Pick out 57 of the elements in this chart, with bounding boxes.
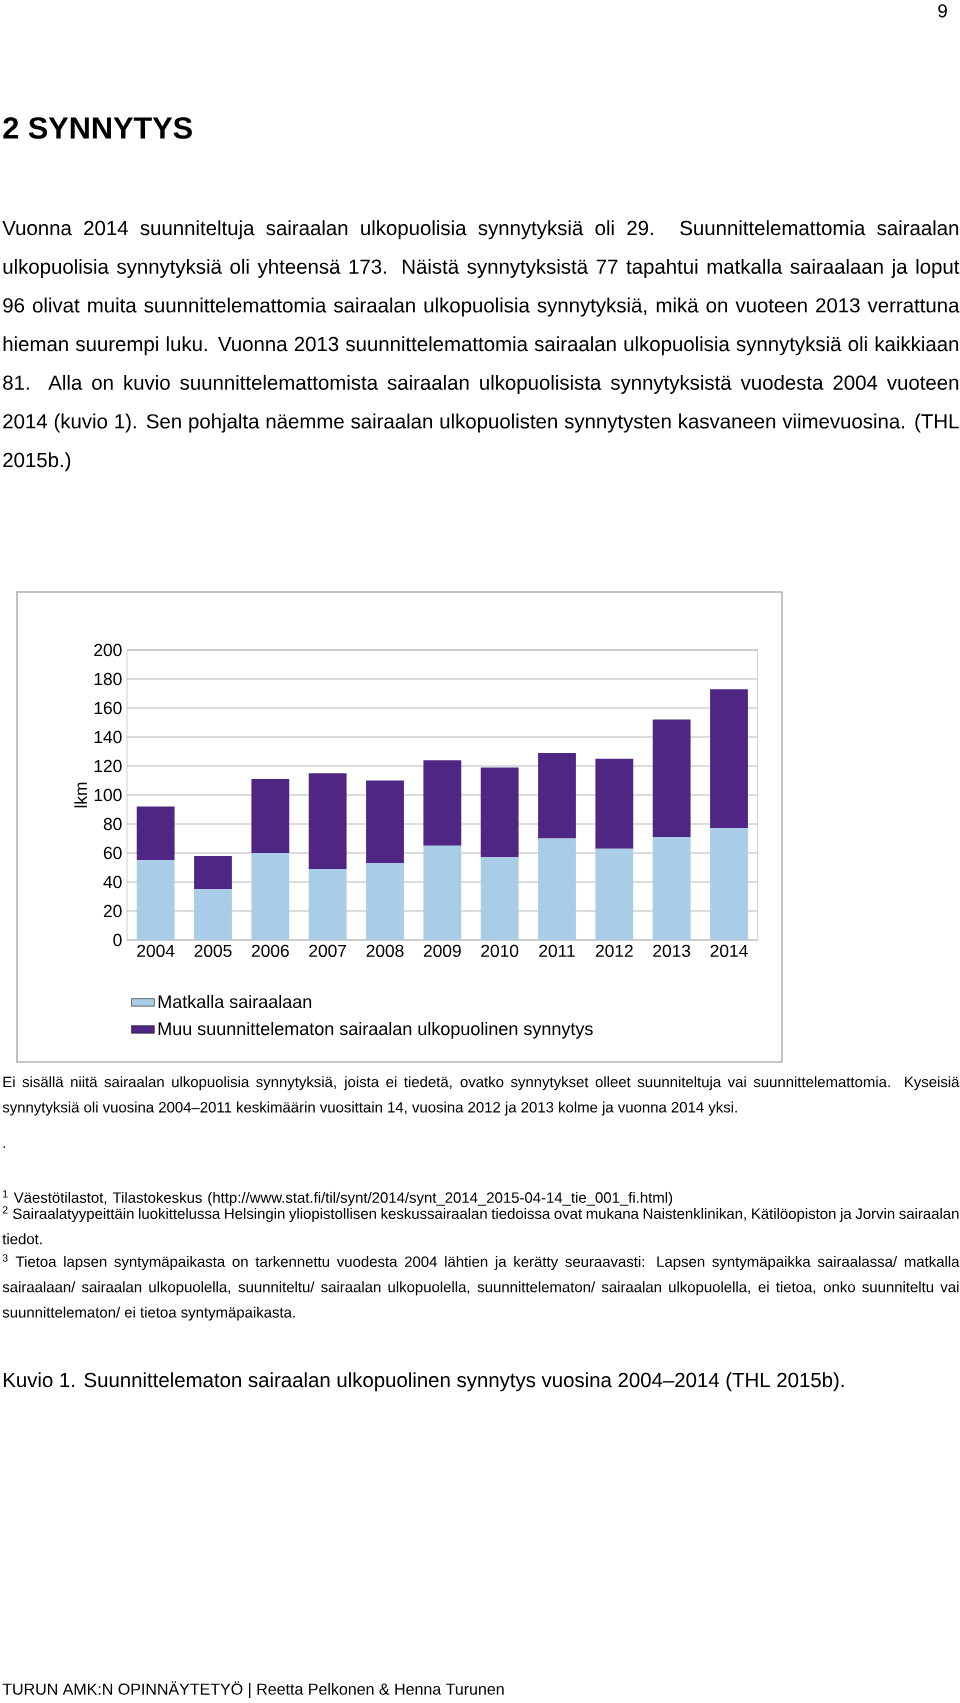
text: TURUN AMK:N OPINNÄYTETYÖ | Reetta Pelkonen & Henna Turunen	[2, 1681, 504, 1699]
bar	[538, 752, 576, 839]
bar	[366, 863, 404, 940]
bar	[194, 889, 232, 940]
bar	[595, 758, 634, 849]
legend-label: Matkalla sairaalaan	[158, 994, 312, 1009]
bar	[308, 773, 347, 869]
text: $^{3}$ Tietoa lapsen syntymäpaikasta on tarkennettu vuodesta 2004 lähtien ja kerätty seuraavasti: Lapsen syntymäpaikka sairaalassa/ matkalla sairaalaan/ sairaalan ulkopuolella, suunniteltu/ sairaalan ulkopuolella, suunnittelematon/ sairaalan ulkopuolella, ei tietoa, onko suunniteltu vai suunnittelematon/ ei tietoa syntymäpaikasta.	[2, 1254, 960, 1321]
text: Kuvio 1. Suunnittelematon sairaalan ulkopuolinen synnytys vuosina 2004–2014 (THL 2015b).	[3, 1372, 844, 1392]
x-tick-label: 2007	[309, 944, 347, 957]
x-tick-label: 2008	[366, 944, 404, 957]
bar	[710, 828, 748, 940]
y-tick-label: 180	[94, 672, 122, 686]
bar	[710, 689, 748, 829]
y-tick-label: 160	[94, 701, 122, 715]
chart-title: 2 SYNNYTYS	[3, 117, 192, 139]
bar	[652, 837, 691, 940]
bar	[423, 760, 462, 846]
bar	[538, 838, 576, 940]
y-tick-label: 120	[94, 759, 122, 773]
x-tick-label: 2005	[194, 944, 232, 957]
y-tick-label: 140	[94, 730, 122, 744]
bar	[595, 848, 634, 940]
chart-subtitle: Vuonna 2014 suunniteltuja sairaalan ulkopuolisia synnytyksiä oli 29. Suunnittelemattomia sairaalan ulkopuolisia synnytyksiä oli yhteensä 173. Näistä synnytyksistä 77 tapahtui matkalla sairaalaan ja loput 96 olivat muita suunnittelemattomia sairaalan ulkopuolisia synnytyksiä, mikä on vuoteen 2013 verrattuna hieman suurempi luku. Vuonna 2013 suunnittelemattomia sairaalan ulkopuolisia synnytyksiä oli kaikkiaan 81. Alla on kuvio suunnittelemattomista sairaalan ulkopuolisista synnytyksistä vuodesta 2004 vuoteen 2014 (kuvio 1). Sen pohjalta näemme sairaalan ulkopuolisten synnytysten kasvaneen viimevuosina. (THL 2015b.)	[2, 220, 960, 472]
y-tick-label: 100	[94, 788, 122, 802]
bar	[652, 719, 691, 838]
bar	[251, 852, 290, 940]
x-tick-label: 2004	[137, 944, 175, 957]
x-tick-label: 2011	[539, 944, 575, 957]
y-axis-title: lkm	[74, 782, 87, 808]
bar	[136, 806, 175, 861]
text: $^{2}$ Sairaalatyypeittäin luokittelussa Helsingin yliopistollisen keskussairaalan tiedoissa ovat mukana Naistenklinikan, Kätilöopiston ja Jorvin sairaalan tiedot.	[2, 1206, 959, 1245]
bar	[194, 855, 232, 890]
y-tick-label: 0	[113, 933, 122, 947]
x-tick-label: 2012	[595, 944, 633, 957]
bar	[480, 767, 519, 858]
x-tick-label: 2006	[251, 944, 289, 957]
text: .	[3, 1146, 6, 1148]
y-tick-label: 80	[103, 817, 122, 831]
x-tick-label: 2014	[710, 944, 748, 957]
bar	[136, 860, 175, 940]
text: $^{1}$ Väestötilastot, Tilastokeskus (http://www.stat.fi/til/synt/2014/synt_2014_2015-04-14_tie_001_fi.html)	[3, 1190, 673, 1206]
text: Ei sisällä niitä sairaalan ulkopuolisia synnytyksiä, joista ei tiedetä, ovatko synnytykset olleet suunniteltuja vai suunnittelemattomia. Kyseisiä synnytyksiä oli vuosina 2004–2011 keskimäärin vuosittain 14, vuosina 2012 ja 2013 kolme ja vuonna 2014 yksi.	[2, 1076, 960, 1116]
y-tick-label: 40	[103, 875, 122, 889]
y-tick-label: 60	[103, 846, 122, 860]
text: 9	[938, 4, 947, 18]
legend-label: Muu suunnittelematon sairaalan ulkopuolinen synnytys	[158, 1021, 593, 1039]
bar	[366, 780, 404, 864]
y-tick-label: 200	[94, 643, 122, 657]
x-tick-label: 2013	[653, 944, 691, 957]
bar	[308, 868, 347, 940]
y-tick-label: 20	[103, 904, 122, 918]
x-tick-label: 2010	[481, 944, 519, 957]
x-tick-label: 2009	[423, 944, 461, 957]
bar	[480, 857, 519, 940]
bar	[251, 779, 290, 853]
bar	[423, 845, 462, 940]
